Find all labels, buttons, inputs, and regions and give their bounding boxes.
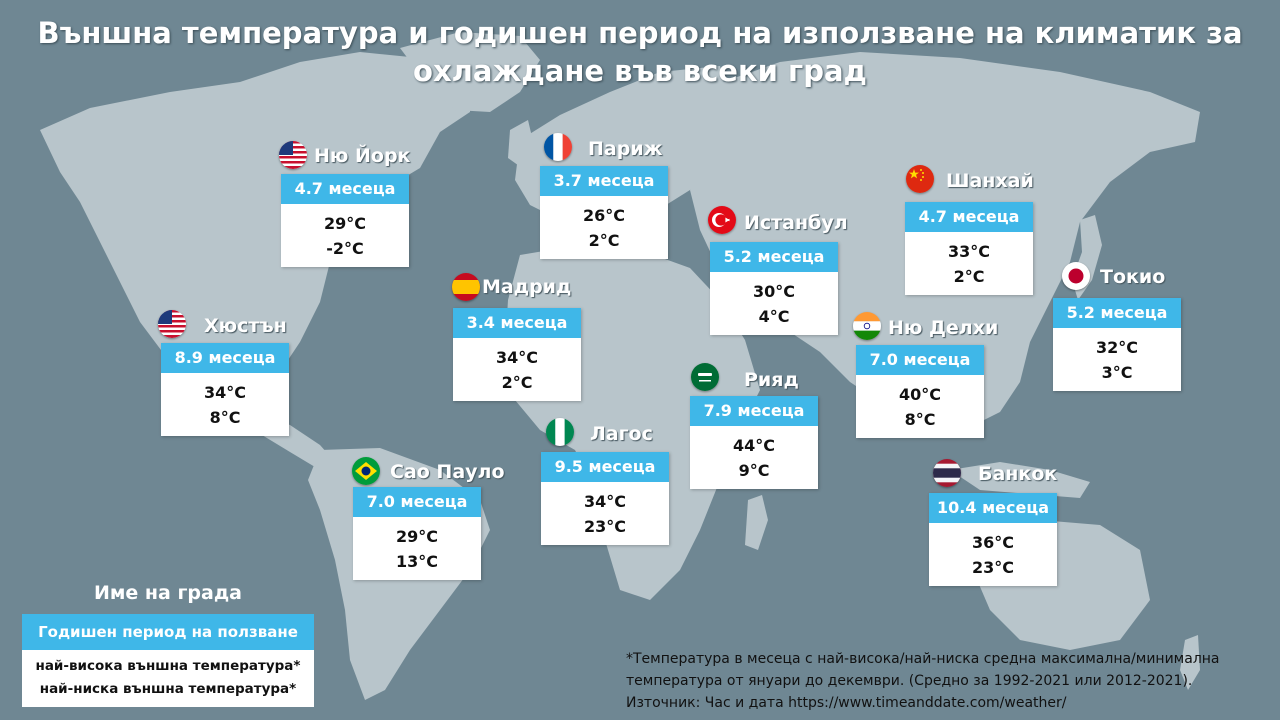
ng-flag-icon <box>546 418 574 446</box>
legend-card: Годишен период на ползване най-висока въ… <box>22 614 314 707</box>
low-temperature: 23°C <box>971 558 1014 577</box>
cooling-period: 9.5 месеца <box>541 452 669 482</box>
legend-high-label: най-висока външна температура* <box>35 658 301 674</box>
cooling-period: 3.7 месеца <box>540 166 668 196</box>
uk-shape <box>508 120 535 168</box>
low-temperature: 8°C <box>209 408 241 427</box>
cooling-period: 5.2 месеца <box>710 242 838 272</box>
footnote: *Температура в месеца с най-висока/най-н… <box>626 648 1276 714</box>
low-temperature: 8°C <box>904 410 936 429</box>
high-temperature: 29°C <box>323 214 366 233</box>
legend-period-label: Годишен период на ползване <box>22 614 314 650</box>
legend-low-label: най-ниска външна температура* <box>39 681 297 697</box>
city-name-lagos: Лагос <box>590 423 653 445</box>
jp-flag-icon <box>1062 262 1090 290</box>
city-name-new-delhi: Ню Делхи <box>888 317 999 339</box>
city-card-riyadh: 7.9 месеца 44°C 9°C <box>690 396 818 489</box>
high-temperature: 34°C <box>203 383 246 402</box>
city-name-bangkok: Банкок <box>978 463 1058 485</box>
city-card-istanbul: 5.2 месеца 30°C 4°C <box>710 242 838 335</box>
greenland-shape <box>400 32 540 112</box>
fr-flag-icon <box>544 133 572 161</box>
sa-flag-icon <box>691 363 719 391</box>
cooling-period: 4.7 месеца <box>281 174 409 204</box>
cn-flag-icon <box>906 165 934 193</box>
title-line-1: Външна температура и годишен период на и… <box>37 16 1243 50</box>
city-name-istanbul: Истанбул <box>744 212 848 234</box>
low-temperature: 2°C <box>501 373 533 392</box>
city-card-paris: 3.7 месеца 26°C 2°C <box>540 166 668 259</box>
tr-flag-icon <box>708 206 736 234</box>
br-flag-icon <box>352 457 380 485</box>
city-card-shanghai: 4.7 месеца 33°C 2°C <box>905 202 1033 295</box>
city-name-madrid: Мадрид <box>482 276 572 298</box>
city-name-new-york: Ню Йорк <box>314 145 411 167</box>
low-temperature: 3°C <box>1101 363 1133 382</box>
high-temperature: 44°C <box>732 436 775 455</box>
cooling-period: 7.9 месеца <box>690 396 818 426</box>
high-temperature: 34°C <box>495 348 538 367</box>
cooling-period: 4.7 месеца <box>905 202 1033 232</box>
low-temperature: 2°C <box>588 231 620 250</box>
footnote-source: Източник: Час и дата https://www.timeand… <box>626 695 1067 711</box>
high-temperature: 36°C <box>971 533 1014 552</box>
city-card-sao-paulo: 7.0 месеца 29°C 13°C <box>353 487 481 580</box>
city-name-shanghai: Шанхай <box>946 170 1034 192</box>
in-flag-icon <box>853 312 881 340</box>
city-name-houston: Хюстън <box>204 315 287 337</box>
legend-city-label: Име на града <box>93 582 242 604</box>
cooling-period: 10.4 месеца <box>929 493 1057 523</box>
city-card-new-york: 4.7 месеца 29°C -2°C <box>281 174 409 267</box>
footnote-line-1: *Температура в месеца с най-висока/най-н… <box>626 651 1220 667</box>
cooling-period: 7.0 месеца <box>856 345 984 375</box>
new-zealand-shape <box>1180 635 1200 690</box>
madagascar-shape <box>745 495 768 550</box>
high-temperature: 29°C <box>395 527 438 546</box>
city-card-lagos: 9.5 месеца 34°C 23°C <box>541 452 669 545</box>
high-temperature: 40°C <box>898 385 941 404</box>
city-card-new-delhi: 7.0 месеца 40°C 8°C <box>856 345 984 438</box>
cooling-period: 7.0 месеца <box>353 487 481 517</box>
low-temperature: 9°C <box>738 461 770 480</box>
indonesia-shape <box>950 462 1090 498</box>
high-temperature: 34°C <box>583 492 626 511</box>
low-temperature: 23°C <box>583 517 626 536</box>
cooling-period: 5.2 месеца <box>1053 298 1181 328</box>
low-temperature: 13°C <box>395 552 438 571</box>
city-card-houston: 8.9 месеца 34°C 8°C <box>161 343 289 436</box>
th-flag-icon <box>933 459 961 487</box>
low-temperature: 4°C <box>758 307 790 326</box>
high-temperature: 33°C <box>947 242 990 261</box>
cooling-period: 3.4 месеца <box>453 308 581 338</box>
high-temperature: 30°C <box>752 282 795 301</box>
es-flag-icon <box>452 273 480 301</box>
cooling-period: 8.9 месеца <box>161 343 289 373</box>
city-card-tokyo: 5.2 месеца 32°C 3°C <box>1053 298 1181 391</box>
city-name-tokyo: Токио <box>1100 266 1166 288</box>
low-temperature: 2°C <box>953 267 985 286</box>
low-temperature: -2°C <box>326 239 364 258</box>
high-temperature: 26°C <box>582 206 625 225</box>
us-flag-icon <box>158 310 186 338</box>
us-flag-icon <box>279 141 307 169</box>
footnote-line-2: температура от януари до декември. (Сред… <box>626 673 1193 689</box>
high-temperature: 32°C <box>1095 338 1138 357</box>
city-card-madrid: 3.4 месеца 34°C 2°C <box>453 308 581 401</box>
city-name-paris: Париж <box>588 138 663 160</box>
city-name-riyadh: Рияд <box>744 369 799 391</box>
north-america-shape <box>40 52 470 420</box>
page-title: Външна температура и годишен период на и… <box>0 14 1280 90</box>
title-line-2: охлаждане във всеки град <box>413 54 867 88</box>
city-name-sao-paulo: Сао Пауло <box>390 461 505 483</box>
city-card-bangkok: 10.4 месеца 36°C 23°C <box>929 493 1057 586</box>
